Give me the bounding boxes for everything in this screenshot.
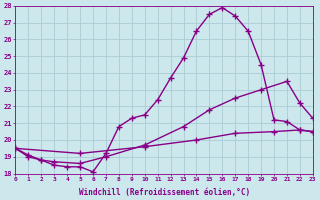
X-axis label: Windchill (Refroidissement éolien,°C): Windchill (Refroidissement éolien,°C) (78, 188, 250, 197)
